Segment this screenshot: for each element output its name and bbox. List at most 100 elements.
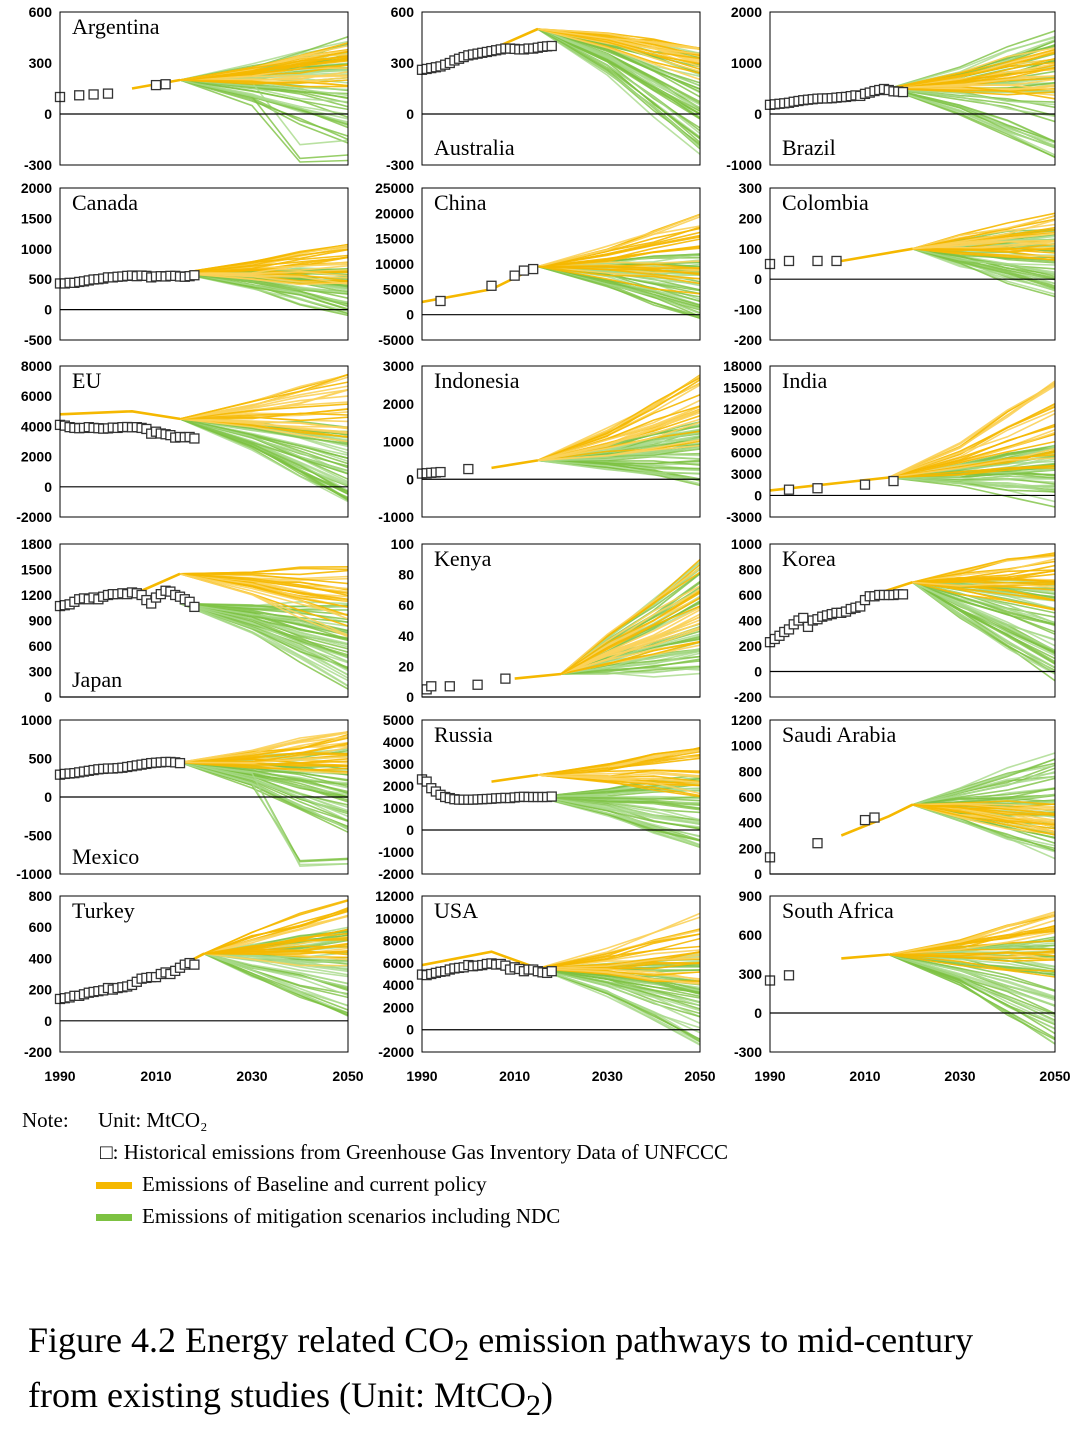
baseline-scenario-line [560,589,700,675]
mitigation-scenario-line [537,796,700,830]
baseline-scenario-line [537,28,700,81]
x-tick-label: 2050 [1039,1068,1070,1084]
y-tick-label: 1200 [21,587,52,603]
historical-marker [486,280,497,291]
mitigation-scenario-line [179,79,348,163]
plot-area [490,27,700,155]
baseline-scenario-line [912,802,1055,809]
historical-marker [189,959,200,970]
y-tick-label: 800 [739,763,763,779]
baseline-scenario-line [912,558,1055,584]
baseline-scenario-line [537,265,700,285]
baseline-scenario-line [537,937,700,970]
baseline-scenario-line [203,915,348,955]
baseline-scenario-line [179,416,348,422]
baseline-scenario-line [179,573,348,620]
y-tick-label: 600 [29,4,53,20]
mitigation-scenario-line [537,967,700,1045]
mitigation-scenario-line [179,761,348,833]
mitigation-scenario-line [912,248,1055,270]
y-tick-label: 0 [44,302,52,318]
y-tick-label: 1000 [21,241,52,257]
y-tick-label: 500 [29,751,53,767]
caption-line-1: Figure 4.2 Energy related CO2 emission p… [28,1320,974,1368]
baseline-scenario-line [179,573,348,594]
baseline-scenario-line [912,248,1055,261]
baseline-scenario-line [203,910,348,955]
y-tick-label: 800 [739,562,763,578]
mitigation-scenario-line [179,79,348,111]
mitigation-scenario-line [888,36,1055,90]
mitigation-scenario-line [560,658,700,675]
mitigation-scenario-line [179,602,348,672]
plot-frame [421,11,701,166]
panel-title: Colombia [782,190,869,215]
baseline-scenario-line [179,272,348,286]
baseline-scenario-line [537,238,700,268]
y-tick-label: 300 [391,55,415,71]
plot-area [491,374,700,487]
legend-mitigation: Emissions of mitigation scenarios includ… [142,1204,561,1228]
y-tick-label: 0 [754,866,762,882]
historical-marker [897,589,909,600]
baseline-scenario-line [537,216,700,268]
panel-title: USA [434,898,478,923]
baseline-scenario-line [888,382,1055,479]
y-tick-label: 1000 [383,434,414,450]
y-tick-label: 0 [406,1022,414,1038]
plot-frame [59,11,349,166]
baseline-scenario-line [179,403,348,420]
legend-note-label: Note: [22,1108,69,1132]
y-tick-label: 0 [754,664,762,680]
y-tick-label: 600 [739,587,763,603]
y-tick-label: 40 [398,628,414,644]
historical-marker [435,295,446,307]
y-tick-label: 600 [29,919,53,935]
y-tick-label: 600 [739,927,763,943]
baseline-scenario-line [888,464,1055,479]
baseline-scenario-line [560,567,700,675]
baseline-scenario-line [179,50,348,81]
y-tick-label: 3000 [731,466,762,482]
y-tick-label: 0 [754,106,762,122]
y-tick-label: 0 [44,689,52,705]
historical-marker [88,89,99,100]
panel-title: Turkey [72,898,135,923]
plot-area [131,566,348,690]
baseline-scenario-line [179,79,348,87]
mitigation-scenario-line [179,79,348,97]
mitigation-scenario-line [537,967,700,1025]
plot-frame [59,187,349,341]
plot-area [60,373,348,503]
y-tick-label: 8000 [21,358,52,374]
y-tick-label: 600 [739,789,763,805]
panel-korea: -200 0 200 400 600 800 1000 Korea [731,536,1056,705]
panel-title: China [434,190,487,215]
x-tick-label: 2050 [684,1068,715,1084]
panel-title: Japan [72,667,122,692]
baseline-scenario-line [179,79,348,88]
mitigation-scenario-line [912,581,1055,669]
baseline-scenario-line-history-segment [841,953,889,960]
panel-turkey: -200 0 200 400 600 800 Turkey 1990 2010 2030 2050 [24,888,364,1084]
y-tick-label: 1000 [731,55,762,71]
baseline-scenario-line [912,803,1055,826]
y-tick-label: 0 [44,106,52,122]
baseline-scenario-line [179,735,348,764]
historical-marker [546,40,557,52]
y-tick-label: 60 [398,597,414,613]
mitigation-scenario-line [537,967,700,1010]
y-tick-label: -1000 [378,509,414,525]
plot-area [422,912,700,1046]
baseline-scenario-line [179,55,348,81]
y-tick-label: -3000 [726,509,762,525]
historical-marker [812,255,823,267]
y-tick-label: 1000 [731,536,762,552]
x-tick-label: 1990 [754,1068,785,1084]
y-tick-label: 1000 [383,800,414,816]
historical-marker [888,475,899,487]
baseline-scenario-line [537,409,700,462]
mitigation-scenario-line [537,967,700,999]
x-tick-label: 2030 [592,1068,623,1084]
panel-argentina: -300 0 300 600 Argentina [24,4,349,173]
